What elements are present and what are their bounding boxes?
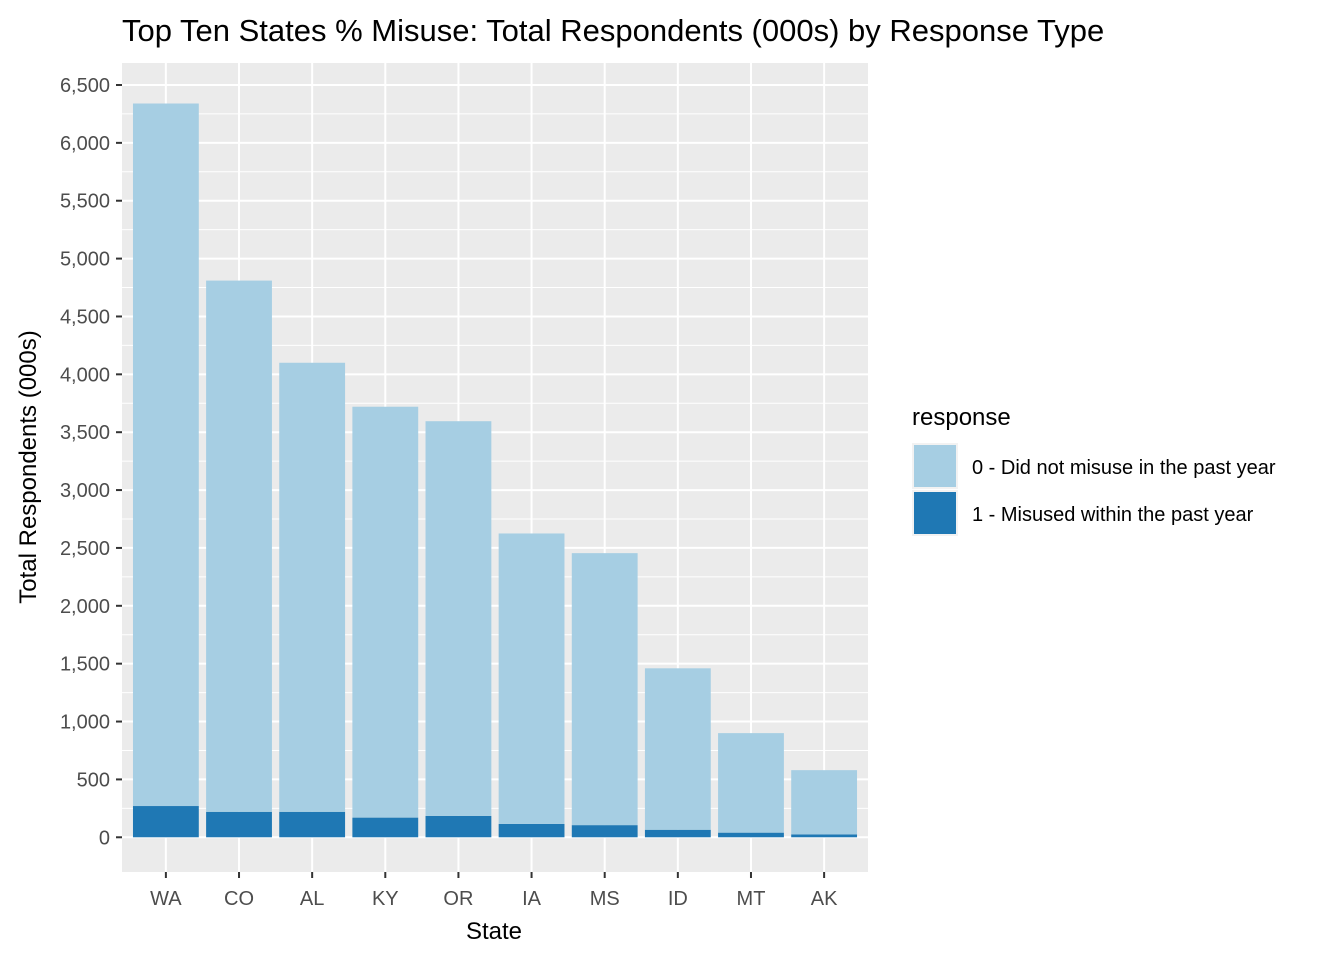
- bar-MS-misused: [571, 825, 638, 838]
- y-tick-label: 2,500: [60, 538, 110, 560]
- x-tick-label-ID: ID: [668, 888, 688, 910]
- bar-CO-not-misused: [206, 280, 272, 812]
- legend-title: response: [912, 404, 1011, 431]
- x-tick-label-WA: WA: [150, 888, 182, 910]
- legend-label: 0 - Did not misuse in the past year: [972, 457, 1276, 479]
- bar-OR-misused: [425, 815, 492, 838]
- x-tick-label-KY: KY: [372, 888, 399, 910]
- bar-AL-not-misused: [279, 362, 346, 812]
- y-tick-label: 0: [99, 827, 110, 849]
- bar-ID-not-misused: [644, 668, 711, 830]
- y-tick-label: 6,000: [60, 133, 110, 155]
- x-tick-label-IA: IA: [522, 888, 542, 910]
- bar-ID-misused: [644, 829, 711, 838]
- y-tick-label: 500: [77, 769, 110, 791]
- bar-IA-misused: [498, 823, 565, 838]
- y-tick-label: 3,500: [60, 422, 110, 444]
- bar-MS-not-misused: [571, 553, 638, 826]
- x-tick-label-OR: OR: [443, 888, 473, 910]
- y-tick-label: 5,500: [60, 191, 110, 213]
- bar-AK-misused: [791, 834, 858, 838]
- legend-label: 1 - Misused within the past year: [972, 504, 1254, 526]
- legend-swatch: [914, 492, 956, 534]
- bar-KY-misused: [352, 817, 419, 838]
- y-tick-label: 1,000: [60, 712, 110, 734]
- x-tick-label-MT: MT: [737, 888, 766, 910]
- y-tick-label: 6,500: [60, 75, 110, 97]
- bar-WA-not-misused: [132, 103, 199, 807]
- y-tick-label: 5,000: [60, 249, 110, 271]
- legend: response 0 - Did not misuse in the past …: [912, 404, 1276, 536]
- bar-AL-misused: [279, 811, 346, 838]
- legend-swatch: [914, 445, 956, 487]
- x-tick-label-MS: MS: [590, 888, 620, 910]
- bar-AK-not-misused: [791, 770, 858, 835]
- y-tick-label: 4,000: [60, 364, 110, 386]
- bar-IA-not-misused: [498, 533, 565, 824]
- bar-OR-not-misused: [425, 421, 492, 816]
- x-tick-label-AK: AK: [811, 888, 838, 910]
- y-tick-label: 4,500: [60, 306, 110, 328]
- bar-WA-misused: [132, 806, 199, 838]
- chart-title: Top Ten States % Misuse: Total Responden…: [122, 13, 1104, 48]
- x-tick-label-AL: AL: [300, 888, 324, 910]
- x-axis-title: State: [466, 918, 522, 945]
- x-tick-label-CO: CO: [224, 888, 254, 910]
- bar-CO-misused: [206, 811, 272, 838]
- y-axis-title: Total Respondents (000s): [15, 330, 42, 604]
- y-axis: 0 500 1,000 1,500 2,000 2,500 3,000 3,500 4,000 4…: [60, 75, 122, 849]
- bar-KY-not-misused: [352, 406, 419, 818]
- bar-MT-not-misused: [718, 733, 784, 833]
- bars: [132, 103, 858, 838]
- y-tick-label: 2,000: [60, 596, 110, 618]
- y-tick-label: 3,000: [60, 480, 110, 502]
- y-tick-label: 1,500: [60, 654, 110, 676]
- bar-MT-misused: [718, 832, 784, 838]
- x-axis: WA CO AL KY OR IA MS ID MT AK: [150, 872, 838, 910]
